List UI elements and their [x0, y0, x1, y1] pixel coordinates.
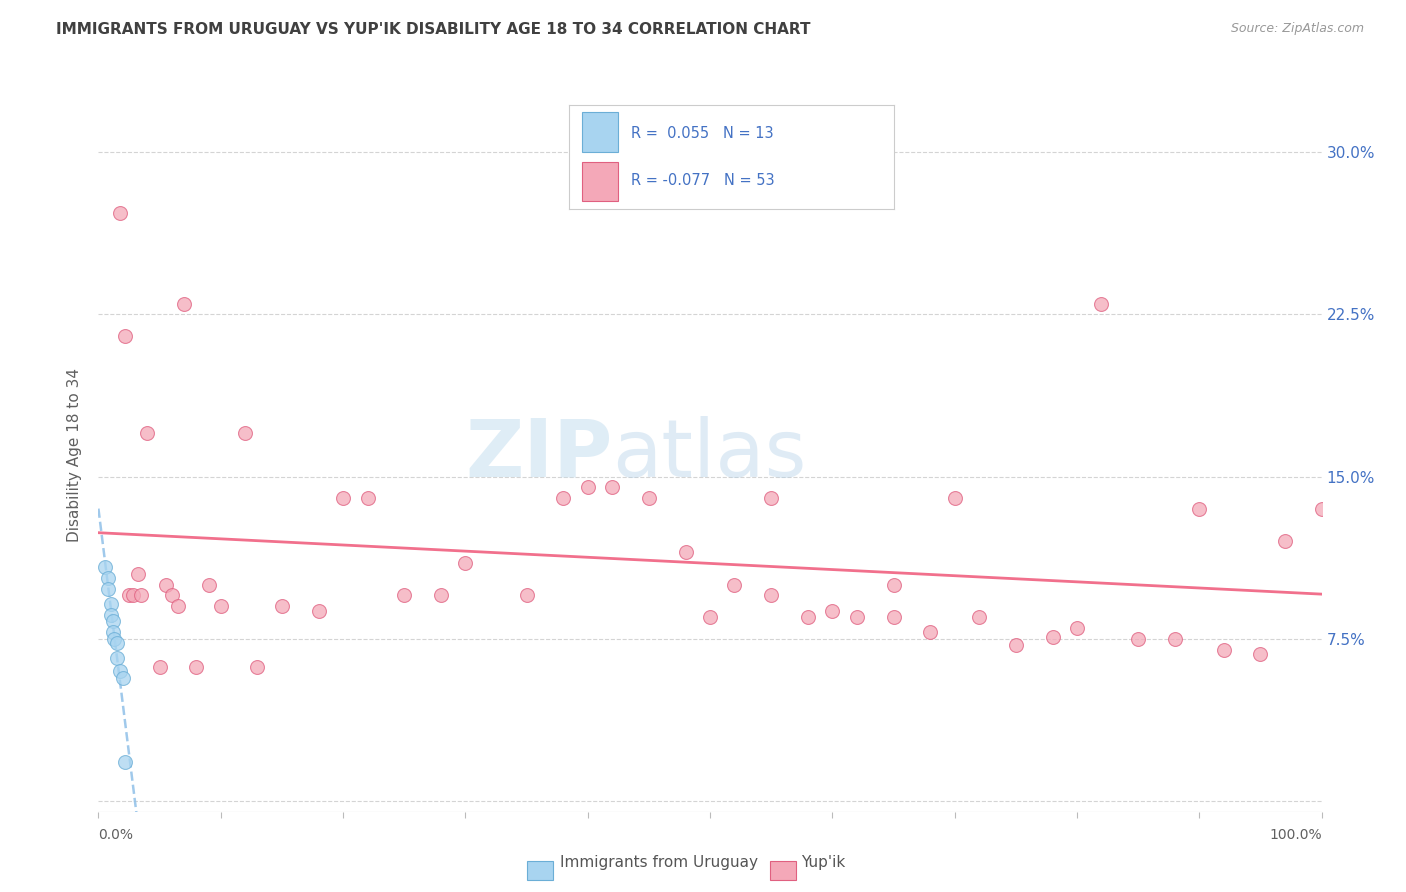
Point	[114, 329, 136, 343]
Point	[100, 607, 122, 622]
Text: Source: ZipAtlas.com: Source: ZipAtlas.com	[1230, 22, 1364, 36]
Text: atlas: atlas	[612, 416, 807, 494]
Point	[392, 589, 416, 603]
Point	[1164, 632, 1187, 646]
Point	[430, 589, 453, 603]
Text: IMMIGRANTS FROM URUGUAY VS YUP'IK DISABILITY AGE 18 TO 34 CORRELATION CHART: IMMIGRANTS FROM URUGUAY VS YUP'IK DISABI…	[56, 22, 811, 37]
Point	[186, 660, 208, 674]
Point	[110, 664, 132, 678]
Point	[97, 571, 120, 585]
Point	[723, 577, 745, 591]
Point	[197, 577, 219, 591]
Point	[127, 566, 149, 581]
Text: 100.0%: 100.0%	[1270, 828, 1322, 842]
Point	[553, 491, 575, 505]
Point	[308, 604, 330, 618]
Point	[118, 589, 141, 603]
Point	[167, 599, 190, 614]
Point	[111, 671, 134, 685]
Point	[136, 426, 159, 441]
Point	[209, 599, 232, 614]
Text: Yup'ik: Yup'ik	[801, 855, 845, 870]
Point	[600, 480, 623, 494]
Point	[356, 491, 378, 505]
Point	[821, 604, 844, 618]
Point	[114, 755, 136, 769]
Point	[883, 577, 905, 591]
Point	[1004, 638, 1026, 652]
Point	[1310, 502, 1333, 516]
Text: 0.0%: 0.0%	[98, 828, 134, 842]
Point	[1042, 630, 1064, 644]
Point	[761, 491, 783, 505]
Point	[1249, 647, 1271, 661]
Point	[1188, 502, 1211, 516]
Point	[638, 491, 661, 505]
Point	[699, 610, 721, 624]
Point	[173, 296, 195, 310]
Point	[1128, 632, 1150, 646]
Point	[454, 556, 477, 570]
Point	[332, 491, 354, 505]
Point	[93, 560, 115, 574]
Point	[129, 589, 152, 603]
Point	[797, 610, 820, 624]
Point	[920, 625, 942, 640]
Point	[1274, 534, 1296, 549]
Point	[155, 577, 177, 591]
Point	[576, 480, 599, 494]
Point	[101, 615, 124, 629]
Point	[233, 426, 256, 441]
Point	[105, 636, 128, 650]
Point	[883, 610, 905, 624]
Point	[105, 651, 128, 665]
Point	[967, 610, 990, 624]
Point	[675, 545, 697, 559]
Text: Immigrants from Uruguay: Immigrants from Uruguay	[560, 855, 758, 870]
Point	[943, 491, 966, 505]
Point	[1090, 296, 1112, 310]
Point	[1066, 621, 1088, 635]
Point	[121, 589, 143, 603]
Point	[101, 625, 124, 640]
Point	[270, 599, 294, 614]
Text: ZIP: ZIP	[465, 416, 612, 494]
Point	[149, 660, 172, 674]
Point	[515, 589, 537, 603]
Point	[103, 632, 125, 646]
Point	[160, 589, 183, 603]
Point	[1212, 642, 1234, 657]
Point	[761, 589, 783, 603]
Y-axis label: Disability Age 18 to 34: Disability Age 18 to 34	[67, 368, 83, 542]
Point	[845, 610, 868, 624]
Point	[246, 660, 269, 674]
Point	[110, 205, 132, 219]
Point	[100, 597, 122, 611]
Point	[97, 582, 120, 596]
